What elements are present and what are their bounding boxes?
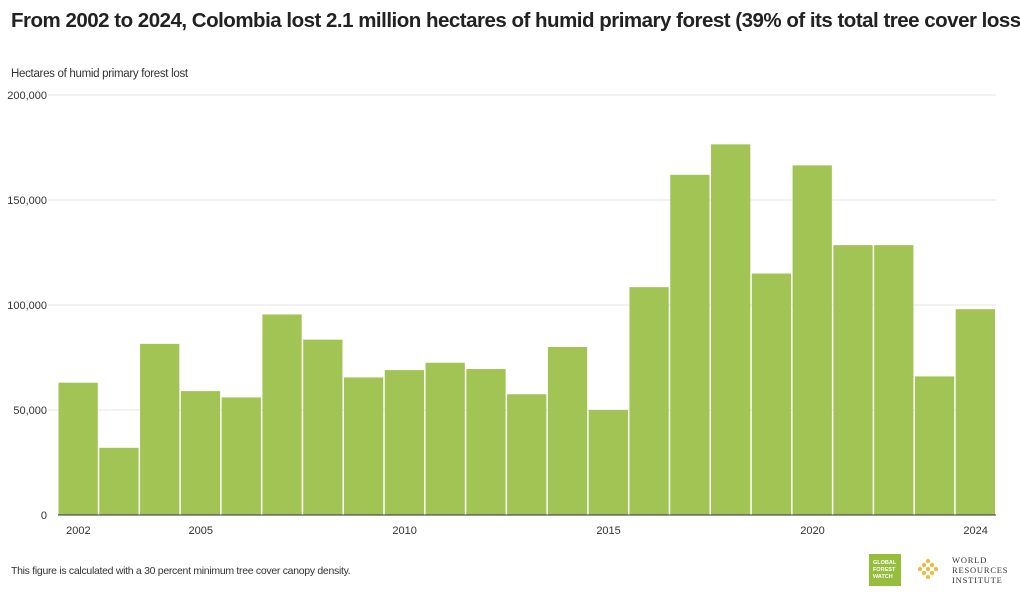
gfw-logo-line: WATCH bbox=[873, 573, 893, 580]
bar-2019 bbox=[751, 273, 792, 515]
bar-2015 bbox=[588, 410, 628, 515]
wri-logo-line: INSTITUTE bbox=[952, 575, 1003, 585]
bar-2004 bbox=[140, 343, 180, 515]
x-tick-label: 2015 bbox=[596, 525, 620, 537]
bar-2003 bbox=[99, 447, 139, 515]
wri-logo-line: WORLD bbox=[952, 555, 988, 565]
bars bbox=[58, 144, 995, 516]
wri-logo-dot bbox=[917, 566, 923, 572]
bar-2016 bbox=[629, 287, 669, 515]
gfw-logo-line: FOREST bbox=[873, 566, 896, 573]
x-tick-labels: 2002 2005 2010 2015 2020 2024 bbox=[66, 525, 988, 537]
y-axis-label: Hectares of humid primary forest lost bbox=[11, 68, 188, 80]
wri-logo-dot bbox=[929, 570, 935, 576]
bar-2022 bbox=[874, 245, 914, 515]
chart-title: From 2002 to 2024, Colombia lost 2.1 mil… bbox=[11, 9, 1020, 32]
bar-2013 bbox=[507, 394, 547, 515]
wri-logo-text: WORLD RESOURCES INSTITUTE bbox=[952, 555, 1008, 585]
y-tick-label: 200,000 bbox=[7, 90, 47, 102]
bar-2017 bbox=[670, 174, 710, 516]
wri-logo-dots bbox=[917, 558, 939, 580]
wri-logo-line: RESOURCES bbox=[952, 565, 1009, 575]
bar-2010 bbox=[384, 370, 425, 515]
x-tick-label: 2005 bbox=[188, 525, 212, 537]
x-tick-label: 2010 bbox=[392, 525, 416, 537]
bar-2005 bbox=[180, 391, 221, 515]
y-tick-labels: 0 50,000 100,000 150,000 200,000 bbox=[7, 90, 47, 522]
footnote: This figure is calculated with a 30 perc… bbox=[11, 565, 351, 577]
wri-logo-dot bbox=[929, 562, 935, 568]
bar-2006 bbox=[221, 397, 261, 515]
wri-logo-dot bbox=[925, 574, 931, 580]
y-tick-label: 0 bbox=[41, 510, 47, 522]
wri-logo-dot bbox=[925, 558, 931, 564]
bar-2024 bbox=[955, 309, 995, 515]
bar-2018 bbox=[711, 144, 751, 515]
x-tick-label: 2002 bbox=[66, 525, 90, 537]
bar-2007 bbox=[262, 314, 302, 515]
bar-2002 bbox=[58, 382, 98, 515]
y-tick-label: 150,000 bbox=[7, 195, 47, 207]
gfw-logo-line: GLOBAL bbox=[873, 559, 897, 566]
bar-2012 bbox=[466, 369, 506, 515]
bar-2023 bbox=[914, 376, 955, 515]
x-tick-label: 2024 bbox=[963, 525, 987, 537]
wri-logo-dot bbox=[921, 562, 927, 568]
bar-2020 bbox=[792, 165, 832, 515]
wri-logo-dot bbox=[933, 566, 939, 572]
wri-logo-icon bbox=[917, 558, 939, 580]
x-tick-label: 2020 bbox=[800, 525, 824, 537]
global-forest-watch-logo: GLOBAL FOREST WATCH bbox=[869, 554, 901, 586]
bar-2009 bbox=[343, 377, 384, 515]
bar-2011 bbox=[425, 362, 465, 515]
y-tick-label: 50,000 bbox=[13, 405, 47, 417]
wri-logo-dot bbox=[925, 566, 931, 572]
bar-2014 bbox=[547, 347, 588, 515]
y-tick-label: 100,000 bbox=[7, 300, 47, 312]
bar-2008 bbox=[303, 339, 343, 515]
wri-logo-dot bbox=[921, 570, 927, 576]
bar-2021 bbox=[833, 245, 873, 515]
